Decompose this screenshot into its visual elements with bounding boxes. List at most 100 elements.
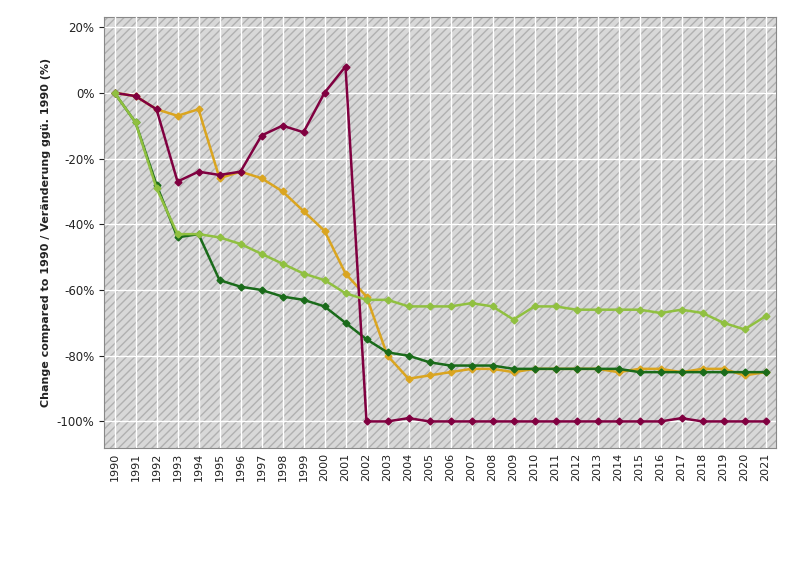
PAH Total [614,307,623,313]
HCB [530,418,539,425]
HCB [446,418,455,425]
PAH Total [677,307,686,313]
HCB [236,168,246,175]
Dioxine (Teq) [110,90,119,96]
PAH Total [110,90,119,96]
HCB [698,418,707,425]
PAH Total [257,250,266,257]
PAH Total [488,303,498,310]
HCB [110,90,119,96]
PCB [572,366,582,373]
PCB [278,188,287,195]
Dioxine (Teq) [614,366,623,373]
PCB [382,352,392,359]
HCB [488,418,498,425]
PAH Total [130,119,140,126]
PCB [550,366,560,373]
Dioxine (Teq) [194,231,203,238]
PCB [677,369,686,375]
PCB [194,106,203,113]
PCB [488,366,498,373]
PAH Total [593,307,602,313]
PAH Total [173,231,182,238]
HCB [382,418,392,425]
Dioxine (Teq) [130,119,140,126]
PCB [404,375,414,382]
PAH Total [572,307,582,313]
PCB [425,372,434,379]
Dioxine (Teq) [152,181,162,188]
PAH Total [194,231,203,238]
PAH Total [466,300,476,307]
PAH Total [298,270,308,277]
PCB [298,208,308,215]
HCB [341,63,350,70]
Dioxine (Teq) [173,234,182,241]
Line: PAH Total: PAH Total [112,90,768,332]
PAH Total [718,319,728,326]
HCB [572,418,582,425]
PCB [214,175,224,182]
Dioxine (Teq) [530,366,539,373]
PCB [110,90,119,96]
PCB [530,366,539,373]
Dioxine (Teq) [656,369,666,375]
HCB [173,178,182,185]
HCB [214,172,224,179]
Y-axis label: Change compared to 1990 / Veränderung ggü. 1990 (%): Change compared to 1990 / Veränderung gg… [41,58,51,407]
PCB [761,369,770,375]
Dioxine (Teq) [236,283,246,290]
HCB [320,90,330,96]
Dioxine (Teq) [341,319,350,326]
PCB [130,92,140,99]
Dioxine (Teq) [718,369,728,375]
HCB [593,418,602,425]
PAH Total [236,241,246,247]
Dioxine (Teq) [761,369,770,375]
HCB [152,106,162,113]
Dioxine (Teq) [278,293,287,300]
PCB [236,168,246,175]
HCB [194,168,203,175]
PAH Total [362,296,371,303]
HCB [677,414,686,421]
Dioxine (Teq) [466,362,476,369]
Dioxine (Teq) [382,349,392,356]
Dioxine (Teq) [425,359,434,366]
PAH Total [320,277,330,284]
PAH Total [530,303,539,310]
PAH Total [509,316,518,323]
PAH Total [404,303,414,310]
PAH Total [656,309,666,316]
PAH Total [278,260,287,267]
Dioxine (Teq) [593,366,602,373]
Dioxine (Teq) [677,369,686,375]
HCB [278,122,287,129]
Dioxine (Teq) [698,369,707,375]
Dioxine (Teq) [446,362,455,369]
HCB [257,132,266,139]
Dioxine (Teq) [214,277,224,284]
HCB [634,418,644,425]
HCB [718,418,728,425]
PAH Total [761,313,770,320]
PCB [152,106,162,113]
Dioxine (Teq) [404,352,414,359]
PAH Total [382,296,392,303]
HCB [425,418,434,425]
PAH Total [446,303,455,310]
PCB [634,366,644,373]
PCB [466,366,476,373]
HCB [761,418,770,425]
PCB [614,369,623,375]
PCB [593,366,602,373]
HCB [466,418,476,425]
PCB [341,270,350,277]
HCB [656,418,666,425]
PAH Total [341,290,350,297]
Dioxine (Teq) [634,369,644,375]
Dioxine (Teq) [550,366,560,373]
PCB [446,369,455,375]
PCB [173,113,182,119]
HCB [362,418,371,425]
